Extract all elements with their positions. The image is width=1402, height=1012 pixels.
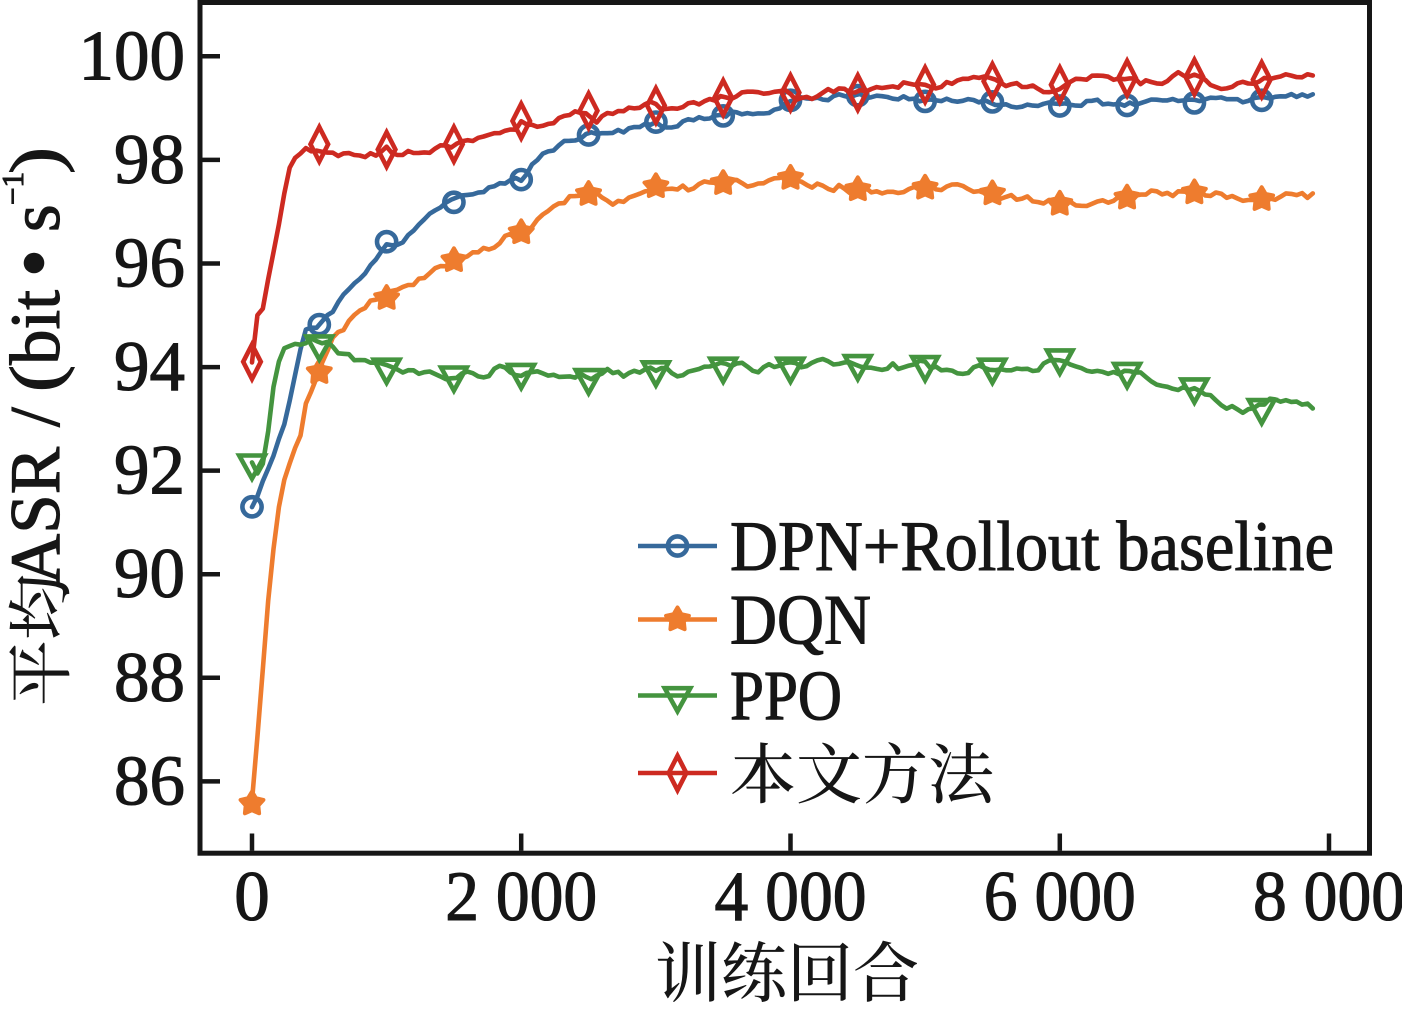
svg-text:6 000: 6 000 <box>984 858 1136 936</box>
svg-text:−1: −1 <box>0 172 30 205</box>
svg-text:DPN+Rollout baseline: DPN+Rollout baseline <box>730 508 1334 586</box>
svg-text:2 000: 2 000 <box>445 858 597 936</box>
svg-text:DQN: DQN <box>730 582 871 660</box>
svg-text:/: / <box>0 407 75 427</box>
svg-text:0: 0 <box>234 858 270 936</box>
svg-text:98: 98 <box>114 121 185 199</box>
svg-text:94: 94 <box>114 328 185 406</box>
svg-text:92: 92 <box>114 432 185 510</box>
svg-text:(: ( <box>0 365 75 392</box>
svg-text:PPO: PPO <box>730 658 842 736</box>
svg-text:100: 100 <box>79 17 186 95</box>
svg-text:ASR: ASR <box>0 446 75 585</box>
svg-text:86: 86 <box>114 742 185 820</box>
svg-text:): ) <box>0 147 75 174</box>
svg-text:90: 90 <box>114 535 185 613</box>
svg-text:4 000: 4 000 <box>715 858 867 936</box>
svg-text:8 000: 8 000 <box>1253 858 1402 936</box>
svg-text:bit: bit <box>0 290 75 365</box>
svg-text:s: s <box>0 204 75 232</box>
svg-text:88: 88 <box>114 639 185 717</box>
svg-text:96: 96 <box>114 225 185 303</box>
